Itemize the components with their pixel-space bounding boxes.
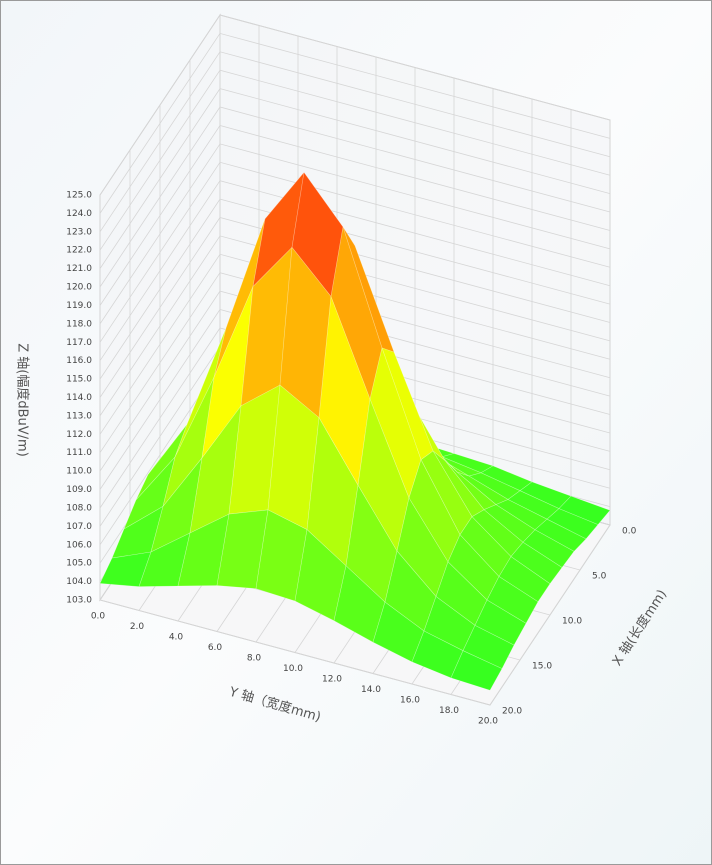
x-tick-label: 15.0 bbox=[532, 662, 552, 672]
y-tick-label: 4.0 bbox=[169, 633, 184, 643]
z-tick-label: 118.0 bbox=[66, 319, 92, 329]
z-tick-label: 114.0 bbox=[66, 393, 92, 403]
y-tick-label: 6.0 bbox=[208, 643, 223, 653]
x-tick-label: 5.0 bbox=[592, 572, 607, 582]
y-tick-label: 12.0 bbox=[322, 675, 342, 685]
z-tick-label: 112.0 bbox=[66, 430, 92, 440]
y-tick-label: 20.0 bbox=[478, 717, 498, 727]
z-tick-label: 107.0 bbox=[66, 522, 92, 532]
z-tick-label: 122.0 bbox=[66, 246, 92, 256]
z-tick-label: 115.0 bbox=[66, 375, 92, 385]
x-tick-label: 10.0 bbox=[562, 617, 582, 627]
z-tick-label: 119.0 bbox=[66, 301, 92, 311]
z-tick-label: 125.0 bbox=[66, 191, 92, 201]
z-tick-label: 113.0 bbox=[66, 411, 92, 421]
z-tick-label: 111.0 bbox=[66, 448, 92, 458]
y-tick-label: 2.0 bbox=[130, 622, 145, 632]
z-tick-label: 121.0 bbox=[66, 264, 92, 274]
z-tick-label: 116.0 bbox=[66, 356, 92, 366]
z-tick-label: 108.0 bbox=[66, 503, 92, 513]
z-tick-label: 120.0 bbox=[66, 283, 92, 293]
z-tick-label: 105.0 bbox=[66, 559, 92, 569]
z-tick-label: 124.0 bbox=[66, 209, 92, 219]
y-tick-label: 10.0 bbox=[283, 664, 303, 674]
z-tick-label: 106.0 bbox=[66, 540, 92, 550]
y-tick-label: 18.0 bbox=[439, 706, 459, 716]
x-tick-label: 0.0 bbox=[622, 527, 637, 537]
z-tick-label: 109.0 bbox=[66, 485, 92, 495]
z-tick-label: 103.0 bbox=[66, 596, 92, 606]
z-tick-label: 104.0 bbox=[66, 577, 92, 587]
z-tick-label: 110.0 bbox=[66, 467, 92, 477]
surface-cell bbox=[450, 650, 503, 691]
z-axis-title: Z 轴(幅度dBuV/m) bbox=[15, 343, 31, 457]
x-tick-label: 20.0 bbox=[502, 707, 522, 717]
y-tick-label: 8.0 bbox=[247, 654, 262, 664]
surface bbox=[99, 171, 611, 691]
y-tick-label: 14.0 bbox=[361, 685, 381, 695]
z-tick-label: 123.0 bbox=[66, 227, 92, 237]
y-tick-label: 16.0 bbox=[400, 696, 420, 706]
grid-line bbox=[489, 524, 611, 706]
z-tick-label: 117.0 bbox=[66, 338, 92, 348]
y-tick-label: 0.0 bbox=[91, 612, 106, 622]
